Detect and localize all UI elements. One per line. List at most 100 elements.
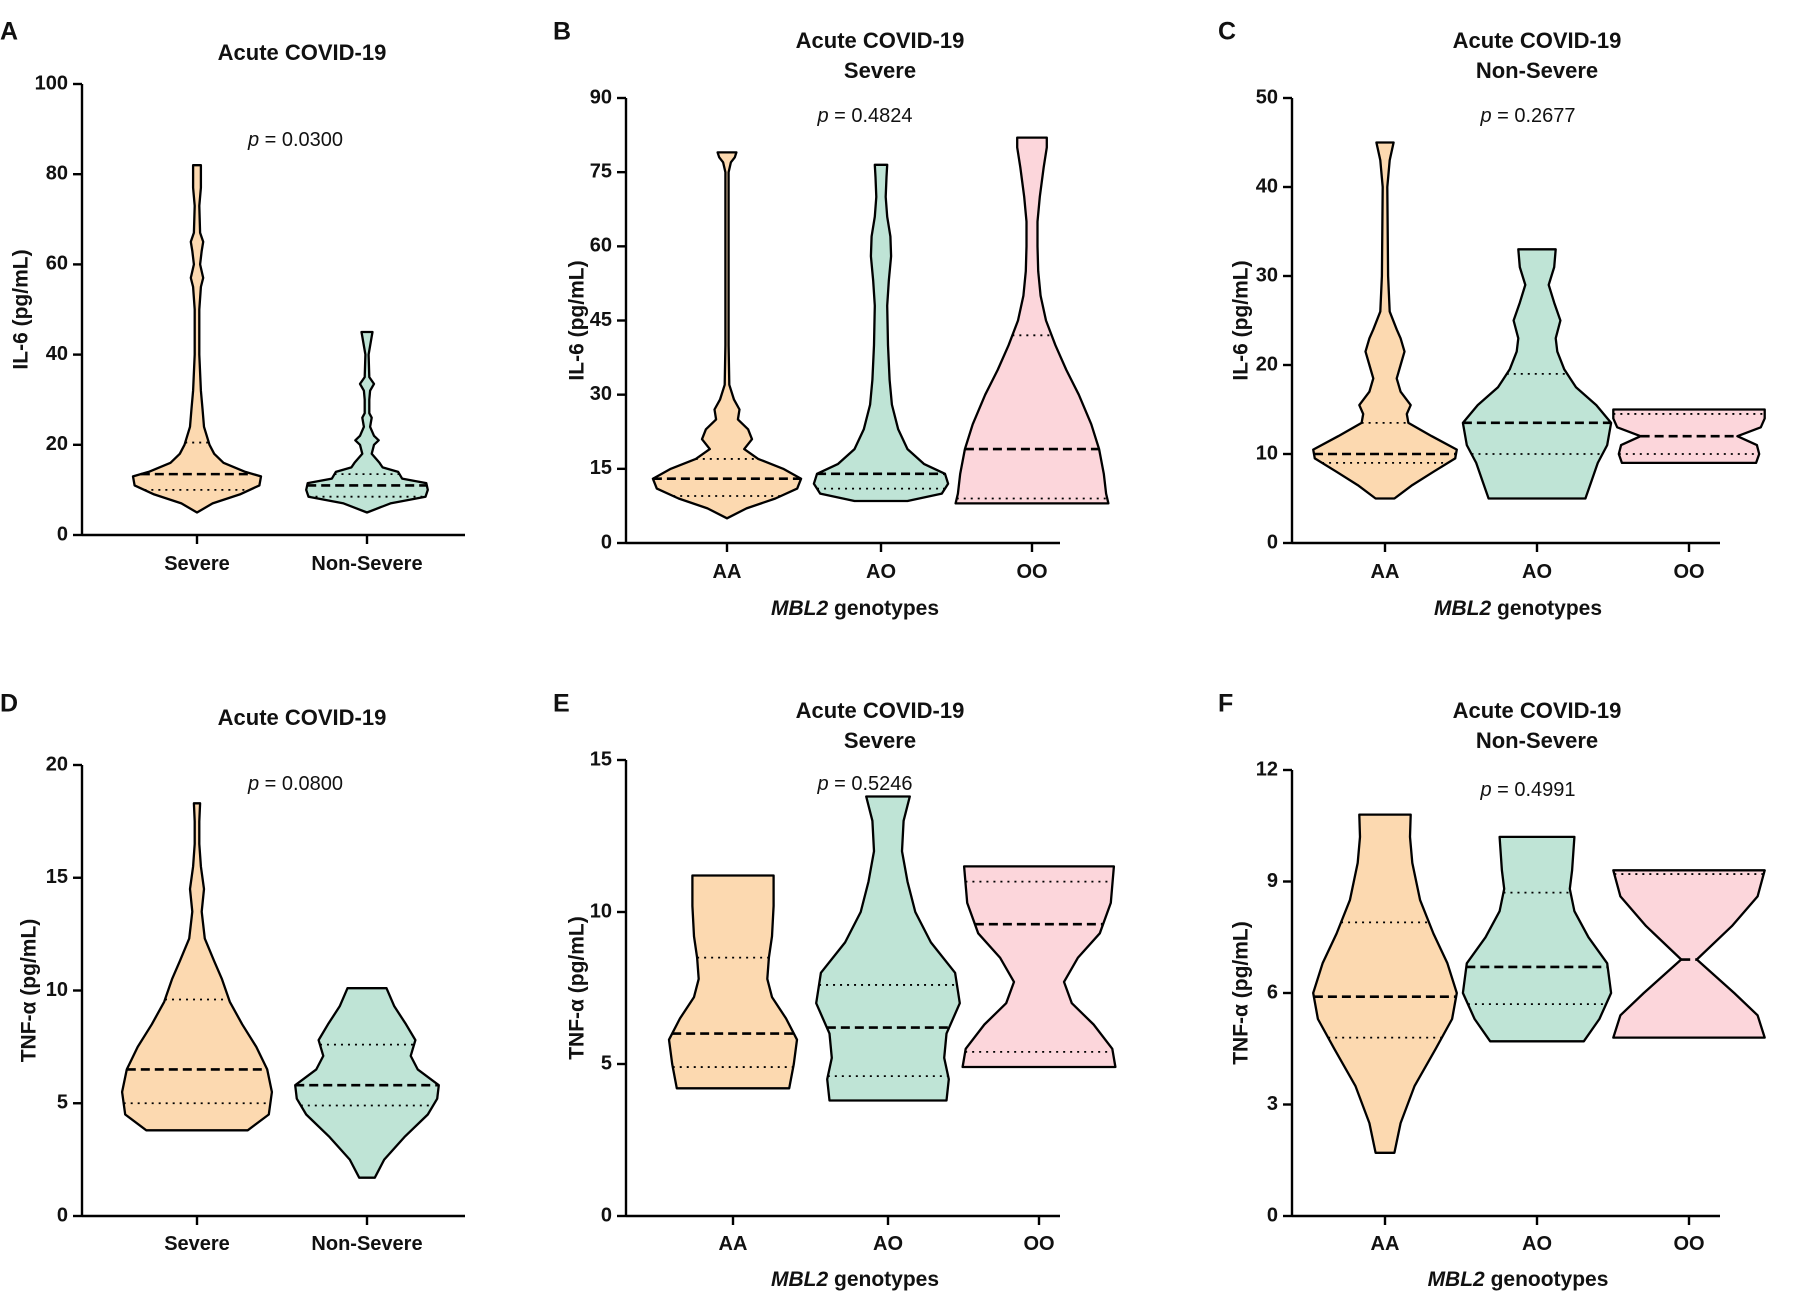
- panel-letter: E: [553, 690, 570, 718]
- y-tick-label: 0: [1267, 1204, 1278, 1226]
- category-label: Non-Severe: [311, 1233, 422, 1255]
- panel-C: C Acute COVID-19 Non-Severe p = 0.2677 0 10 20…: [1218, 18, 1766, 620]
- category-label: OO: [1023, 1233, 1054, 1255]
- y-tick-label: 6: [1267, 981, 1278, 1003]
- x-axis-title: MBL2 genotypes: [771, 1268, 939, 1291]
- violin-body: [1312, 141, 1458, 500]
- chart-title: Severe: [844, 58, 916, 83]
- category-label: Non-Severe: [311, 553, 422, 575]
- x-axis-title: MBL2 genotypes: [771, 597, 939, 620]
- panel-letter: B: [553, 18, 571, 46]
- violin-body: [651, 151, 803, 520]
- violin-ao: [1461, 248, 1613, 500]
- violin-body: [1461, 248, 1613, 500]
- category-label: AO: [1522, 1233, 1552, 1255]
- y-tick-label: 9: [1267, 870, 1278, 892]
- y-tick-label: 5: [601, 1052, 612, 1074]
- x-axis-title: MBL2 genootypes: [1428, 1268, 1609, 1291]
- y-tick-label: 20: [46, 433, 68, 455]
- category-label: OO: [1673, 561, 1704, 583]
- violin-severe: [120, 802, 274, 1132]
- violin-aa: [1312, 141, 1458, 500]
- y-axis-title: IL-6 (pg/mL): [1230, 260, 1253, 380]
- y-axis-title: TNF-α (pg/mL): [1230, 921, 1253, 1065]
- category-label: AO: [1522, 561, 1552, 583]
- chart-title: Severe: [844, 728, 916, 753]
- violin-aa: [1312, 813, 1458, 1154]
- y-tick-label: 50: [1256, 86, 1278, 108]
- violin-body: [667, 874, 799, 1090]
- violin-body: [131, 164, 263, 514]
- y-tick-label: 5: [57, 1092, 68, 1114]
- y-tick-label: 15: [590, 457, 612, 479]
- violin-body: [1612, 869, 1766, 1039]
- y-tick-label: 0: [57, 523, 68, 545]
- violin-non-severe: [294, 987, 440, 1179]
- y-tick-label: 0: [57, 1204, 68, 1226]
- panel-letter: F: [1218, 690, 1233, 718]
- y-tick-label: 40: [1256, 175, 1278, 197]
- violin-aa: [651, 151, 803, 520]
- violin-ao: [815, 795, 961, 1102]
- chart-title: Acute COVID-19: [1453, 698, 1622, 723]
- category-label: OO: [1016, 561, 1047, 583]
- panel-D: D Acute COVID-19 p = 0.0800 0 5 10 15 20 Severe N…: [0, 690, 465, 1255]
- y-tick-label: 60: [590, 235, 612, 257]
- violin-severe: [131, 164, 263, 514]
- chart-title: Acute COVID-19: [218, 40, 387, 65]
- p-value: p = 0.2677: [1479, 105, 1575, 127]
- y-tick-label: 30: [1256, 264, 1278, 286]
- category-label: AA: [1371, 1233, 1400, 1255]
- category-label: Severe: [164, 553, 230, 575]
- chart-title: Acute COVID-19: [1453, 28, 1622, 53]
- violin-body: [961, 865, 1117, 1069]
- y-tick-label: 15: [590, 748, 612, 770]
- y-tick-label: 0: [601, 1204, 612, 1226]
- p-value: p = 0.0800: [247, 773, 343, 795]
- chart-title: Non-Severe: [1476, 728, 1598, 753]
- x-axis-title: MBL2 genotypes: [1434, 597, 1602, 620]
- p-value: p = 0.4991: [1479, 779, 1575, 801]
- y-axis-title: IL-6 (pg/mL): [566, 260, 589, 380]
- y-tick-label: 15: [46, 866, 68, 888]
- violin-body: [294, 987, 440, 1179]
- violin-oo: [961, 865, 1117, 1069]
- y-tick-label: 3: [1267, 1093, 1278, 1115]
- y-tick-label: 100: [35, 72, 68, 94]
- category-label: AA: [713, 561, 742, 583]
- y-axis-title: TNF-α (pg/mL): [566, 916, 589, 1060]
- y-tick-label: 0: [601, 531, 612, 553]
- violin-aa: [667, 874, 799, 1090]
- violin-body: [812, 163, 950, 503]
- category-label: AA: [1371, 561, 1400, 583]
- y-tick-label: 20: [46, 753, 68, 775]
- y-tick-label: 45: [590, 309, 612, 331]
- p-value: p = 0.5246: [816, 773, 912, 795]
- y-tick-label: 30: [590, 383, 612, 405]
- chart-title: Acute COVID-19: [218, 705, 387, 730]
- y-tick-label: 0: [1267, 531, 1278, 553]
- y-tick-label: 10: [46, 979, 68, 1001]
- y-tick-label: 80: [46, 162, 68, 184]
- violin-body: [120, 802, 274, 1132]
- violin-body: [815, 795, 961, 1102]
- y-tick-label: 20: [1256, 353, 1278, 375]
- panel-F: F Acute COVID-19 Non-Severe p = 0.4991 0 3 6 9 1…: [1218, 690, 1766, 1291]
- y-axis-title: TNF-α (pg/mL): [18, 919, 41, 1063]
- y-tick-label: 75: [590, 160, 612, 182]
- violin-non-severe: [305, 330, 429, 514]
- y-tick-label: 10: [590, 900, 612, 922]
- y-axis-title: IL-6 (pg/mL): [10, 249, 33, 369]
- category-label: OO: [1673, 1233, 1704, 1255]
- y-tick-label: 60: [46, 253, 68, 275]
- panel-E: E Acute COVID-19 Severe p = 0.5246 0 5 10 15 AA A…: [553, 690, 1117, 1291]
- panel-letter: D: [0, 690, 18, 718]
- p-value: p = 0.0300: [247, 129, 343, 151]
- violin-body: [1461, 835, 1613, 1043]
- category-label: AO: [873, 1233, 903, 1255]
- panel-B: B Acute COVID-19 Severe p = 0.4824 0 15 30 45 60…: [553, 18, 1110, 620]
- chart-title: Non-Severe: [1476, 58, 1598, 83]
- violin-oo: [1612, 408, 1766, 465]
- chart-title: Acute COVID-19: [796, 698, 965, 723]
